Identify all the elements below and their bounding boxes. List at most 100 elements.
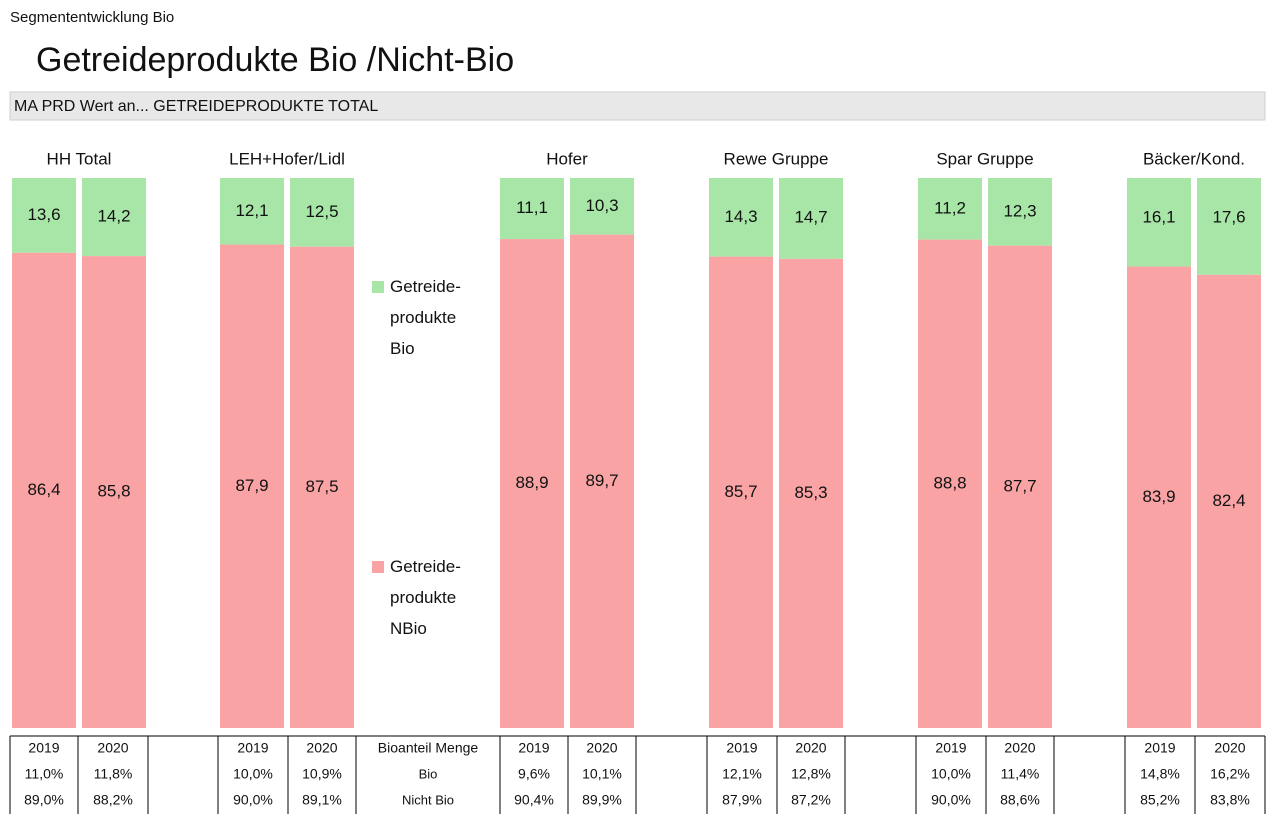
table-cell: 10,9%: [302, 766, 342, 782]
bar-label: 17,6: [1212, 207, 1245, 226]
bar-label: 87,5: [305, 477, 338, 496]
bar-segment: [918, 239, 982, 728]
group-label: Bäcker/Kond.: [1143, 149, 1245, 168]
bar-segment: [290, 178, 354, 247]
table-year: 2019: [28, 740, 59, 756]
title: Getreideprodukte Bio /Nicht-Bio: [36, 41, 514, 79]
bar-segment: [779, 258, 843, 728]
bar-label: 14,3: [724, 207, 757, 226]
table-year: 2019: [1144, 740, 1175, 756]
table-year: 2020: [795, 740, 826, 756]
bar-segment: [709, 256, 773, 728]
table-cell: 90,4%: [514, 792, 554, 808]
bar-label: 11,1: [516, 198, 548, 217]
legend-text: Getreide- produkte NBio: [390, 557, 461, 638]
table-cell: 88,2%: [93, 792, 133, 808]
filter-text: MA PRD Wert an... GETREIDEPRODUKTE TOTAL: [14, 98, 378, 115]
table-cell: 89,9%: [582, 792, 622, 808]
table-cell: 89,1%: [302, 792, 342, 808]
bar-label: 87,7: [1003, 476, 1036, 495]
subtitle: Segmententwicklung Bio: [10, 9, 174, 26]
legend-swatch: [372, 561, 384, 573]
table-year: 2019: [726, 740, 757, 756]
bar-segment: [12, 178, 76, 253]
bar-label: 12,1: [235, 201, 268, 220]
bar-segment: [570, 178, 634, 235]
bar-segment: [1127, 178, 1191, 267]
bar-segment: [1197, 178, 1261, 275]
bar-label: 83,9: [1142, 487, 1175, 506]
table-cell: 90,0%: [233, 792, 273, 808]
bar-segment: [290, 246, 354, 728]
table-cell: 12,8%: [791, 766, 831, 782]
group-label: Hofer: [546, 149, 588, 168]
bar-segment: [918, 178, 982, 240]
bar-label: 88,8: [933, 473, 966, 492]
bar-segment: [12, 252, 76, 729]
bar-label: 89,7: [585, 471, 618, 490]
bar-label: 86,4: [27, 480, 60, 499]
bar-label: 85,7: [724, 482, 757, 501]
table-cell: 87,2%: [791, 792, 831, 808]
table-cell: 10,1%: [582, 766, 622, 782]
table-row-label: Bio: [419, 766, 438, 781]
bar-segment: [220, 244, 284, 729]
table-cell: 88,6%: [1000, 792, 1040, 808]
bar-label: 10,3: [585, 196, 618, 215]
group-label: HH Total: [47, 149, 112, 168]
bar-segment: [709, 178, 773, 257]
bar-segment: [500, 239, 564, 729]
legend-swatch: [372, 281, 384, 293]
table-cell: 9,6%: [518, 766, 550, 782]
table-cell: 89,0%: [24, 792, 64, 808]
bar-segment: [570, 234, 634, 728]
bar-label: 16,1: [1142, 207, 1175, 226]
bar-segment: [779, 178, 843, 259]
bar-segment: [988, 178, 1052, 246]
bar-label: 14,7: [794, 207, 827, 226]
bar-label: 12,3: [1003, 201, 1036, 220]
table-cell: 11,4%: [1001, 766, 1040, 782]
bar-segment: [220, 178, 284, 245]
bar-label: 13,6: [27, 205, 60, 224]
table-cell: 10,0%: [233, 766, 273, 782]
bar-segment: [82, 256, 146, 728]
table-row-label: Nicht Bio: [402, 792, 454, 807]
bar-label: 88,9: [515, 473, 548, 492]
legend-text: Getreide- produkte Bio: [390, 277, 461, 358]
table-year: 2019: [935, 740, 966, 756]
bar-segment: [1197, 274, 1261, 728]
table-cell: 14,8%: [1140, 766, 1180, 782]
group-label: LEH+Hofer/Lidl: [229, 149, 345, 168]
group-label: Spar Gruppe: [936, 149, 1033, 168]
bar-label: 87,9: [235, 476, 268, 495]
table-header-label: Bioanteil Menge: [378, 740, 479, 756]
table-cell: 12,1%: [722, 766, 762, 782]
table-year: 2020: [586, 740, 617, 756]
table-year: 2020: [1214, 740, 1245, 756]
table-cell: 83,8%: [1210, 792, 1250, 808]
legend-entry: Getreide- produkte Bio: [390, 277, 461, 358]
table-cell: 16,2%: [1210, 766, 1250, 782]
bar-segment: [988, 245, 1052, 728]
table-cell: 11,0%: [25, 766, 64, 782]
filter-bar: [9, 91, 1266, 121]
bar-label: 14,2: [97, 207, 130, 226]
bar-segment: [82, 178, 146, 257]
table-year: 2020: [97, 740, 128, 756]
table-year: 2019: [237, 740, 268, 756]
table-cell: 87,9%: [722, 792, 762, 808]
legend-entry: Getreide- produkte NBio: [390, 557, 461, 638]
bar-segment: [1127, 266, 1191, 728]
bar-label: 85,8: [97, 482, 130, 501]
bar-label: 11,2: [934, 198, 966, 217]
table-year: 2019: [518, 740, 549, 756]
bar-label: 12,5: [305, 202, 338, 221]
table-cell: 90,0%: [931, 792, 971, 808]
table-cell: 85,2%: [1140, 792, 1180, 808]
table-cell: 10,0%: [931, 766, 971, 782]
bar-label: 85,3: [794, 483, 827, 502]
table-year: 2020: [1004, 740, 1035, 756]
bar-label: 82,4: [1212, 491, 1245, 510]
